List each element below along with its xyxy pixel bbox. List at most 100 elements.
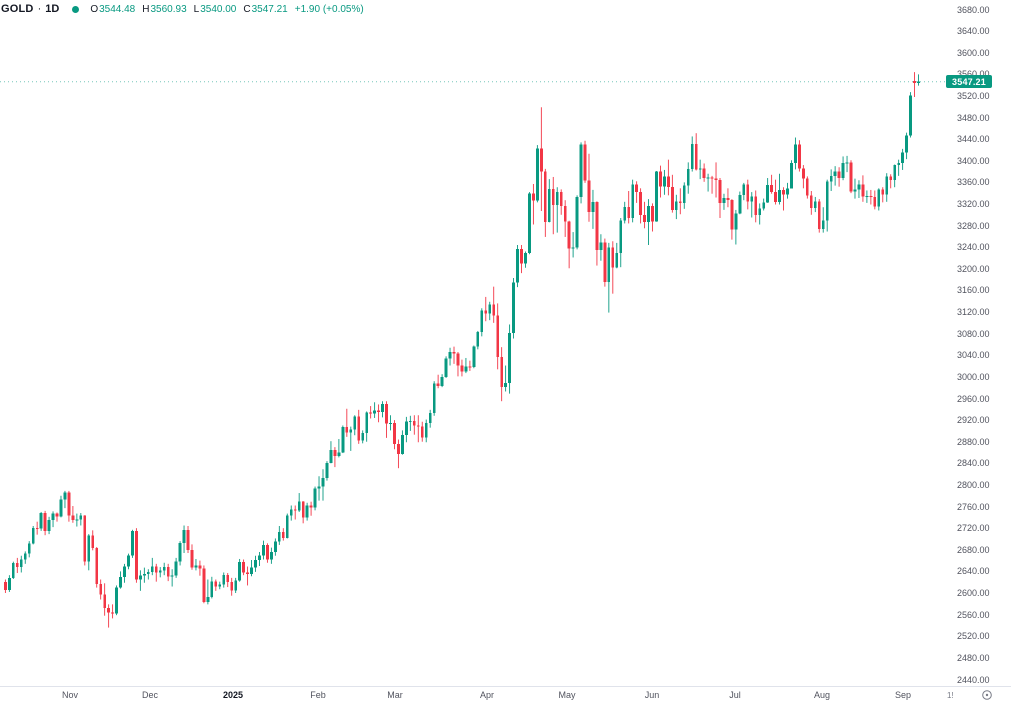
candle-body — [377, 410, 380, 412]
candle-body — [615, 253, 619, 268]
candle-body — [865, 195, 869, 197]
candle-body — [222, 575, 226, 585]
candle-body — [805, 178, 809, 196]
candle-body — [837, 171, 841, 179]
price-tick-label: 3480.00 — [957, 112, 990, 123]
candle-body — [623, 207, 627, 221]
candle-body — [567, 221, 571, 249]
candle-body — [639, 192, 642, 215]
candle-body — [825, 181, 829, 221]
candle-body — [670, 187, 674, 210]
symbol-name[interactable]: GOLD — [1, 3, 34, 15]
candle-body — [730, 200, 734, 230]
candle-body — [206, 596, 210, 603]
candle-body — [198, 565, 202, 569]
candle-body — [460, 365, 464, 372]
candle-body — [897, 162, 901, 166]
candle-body — [408, 421, 412, 423]
candle-body — [214, 581, 218, 587]
time-tick-label: Nov — [61, 690, 79, 700]
candle-body — [774, 192, 777, 202]
candle-body — [524, 253, 527, 264]
time-tick-label: Dec — [141, 690, 159, 700]
candle-body — [186, 529, 190, 550]
candle-body — [444, 358, 448, 377]
candle-body — [476, 332, 480, 347]
candle-body — [87, 535, 91, 562]
time-axis[interactable]: 1! Nov Dec 2025 Feb Mar Apr May Jun Jul Aug Sep — [0, 686, 1011, 705]
price-axis[interactable]: 3547.21 3680.00 3640.00 3600.00 3560.00 3520… — [946, 0, 1011, 686]
price-tick-label: 3160.00 — [957, 285, 990, 296]
candle-body — [543, 171, 547, 222]
candle-body — [758, 208, 762, 215]
candle-body — [571, 247, 575, 249]
candle-body — [385, 403, 388, 424]
candle-body — [47, 520, 51, 531]
open-value: 3544.48 — [99, 3, 136, 15]
interval-label[interactable]: 1D — [45, 3, 60, 15]
candle-body — [35, 528, 39, 530]
candlestick-chart[interactable] — [0, 0, 946, 686]
candle-body — [817, 201, 821, 229]
candle-body — [448, 352, 452, 359]
candle-body — [809, 195, 813, 208]
price-tick-label: 3200.00 — [957, 263, 990, 274]
candle-body — [313, 488, 317, 508]
candle-body — [861, 184, 865, 197]
candle-body — [226, 575, 230, 583]
price-tick-label: 3120.00 — [957, 307, 990, 318]
candle-body — [297, 501, 301, 511]
candle-body — [428, 413, 432, 423]
candle-body — [333, 449, 337, 456]
candle-body — [329, 449, 333, 463]
candle-body — [535, 148, 539, 201]
candle-body — [575, 196, 579, 248]
candle-body — [59, 499, 63, 517]
candle-body — [23, 553, 27, 560]
candle-body — [782, 189, 785, 195]
time-tick-label: Feb — [310, 690, 326, 700]
candle-body — [115, 587, 118, 614]
candle-body — [778, 189, 781, 202]
high-value: 3560.93 — [150, 3, 187, 15]
candle-body — [619, 220, 623, 254]
price-tick-label: 2880.00 — [957, 436, 990, 447]
candle-body — [51, 513, 55, 521]
candle-body — [15, 562, 19, 568]
candle-body — [663, 176, 666, 187]
candle-body — [456, 353, 460, 366]
candle-body — [591, 201, 595, 213]
candle-body — [273, 541, 277, 552]
candle-body — [111, 612, 114, 614]
candle-body — [182, 529, 186, 543]
candle-body — [19, 559, 23, 568]
candle-body — [599, 242, 603, 250]
candle-body — [559, 192, 563, 207]
candle-body — [309, 505, 313, 508]
candle-body — [583, 144, 587, 181]
axis-settings-icon[interactable] — [981, 689, 993, 701]
candle-body — [230, 582, 234, 591]
candle-body — [587, 180, 591, 213]
candle-body — [659, 171, 662, 187]
candle-body — [901, 152, 905, 163]
price-tick-label: 2920.00 — [957, 415, 990, 426]
candle-body — [682, 185, 686, 203]
time-tick-label: Aug — [813, 690, 831, 700]
price-tick-label: 3440.00 — [957, 134, 990, 145]
candle-body — [853, 189, 857, 192]
low-value: 3540.00 — [200, 3, 237, 15]
candle-body — [647, 206, 650, 222]
market-status-icon[interactable] — [72, 5, 80, 13]
candle-body — [563, 206, 567, 222]
candle-body — [210, 581, 214, 597]
candle-body — [345, 427, 349, 433]
candle-body — [166, 567, 170, 577]
price-tick-label: 2520.00 — [957, 631, 990, 642]
candle-body — [365, 412, 369, 434]
price-tick-label: 3640.00 — [957, 26, 990, 37]
candle-body — [79, 515, 83, 520]
price-tick-label: 2480.00 — [957, 652, 990, 663]
candle-body — [285, 515, 289, 538]
